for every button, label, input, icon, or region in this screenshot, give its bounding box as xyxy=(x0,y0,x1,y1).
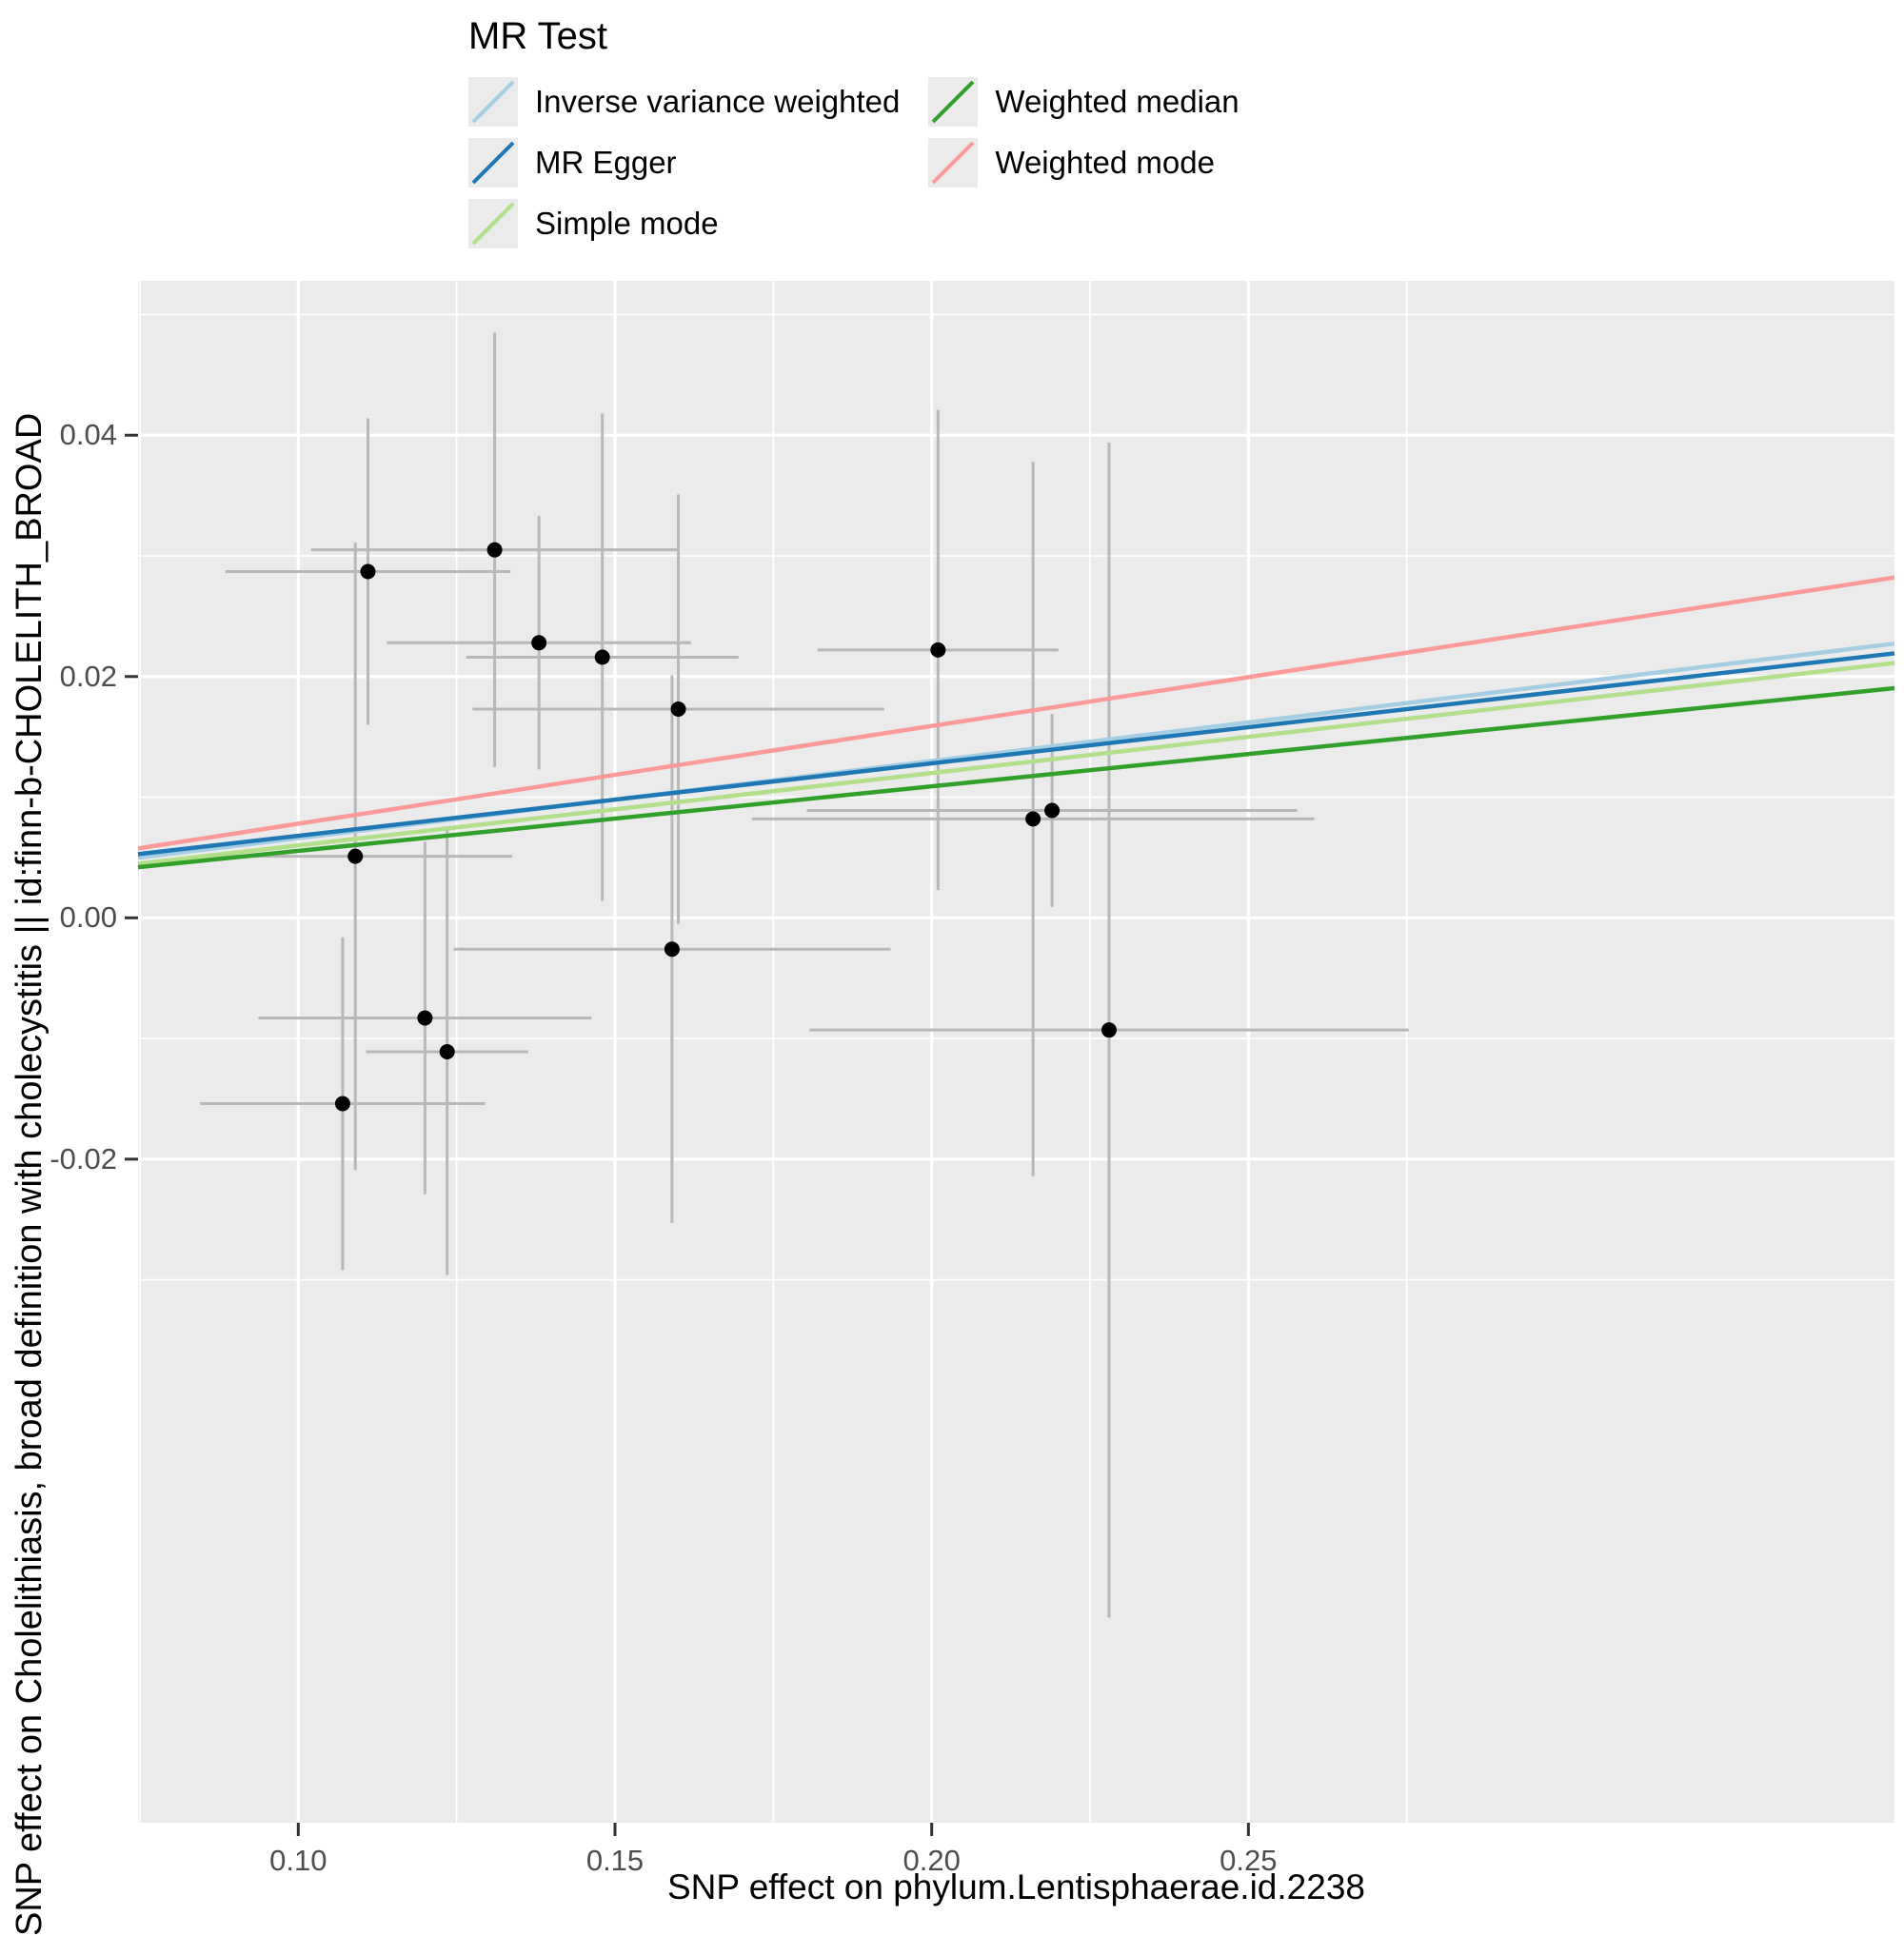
scatter-plot xyxy=(125,281,1895,1836)
x-tick-label: 0.10 xyxy=(269,1844,327,1877)
data-point xyxy=(347,848,364,864)
x-tick-label: 0.20 xyxy=(902,1844,961,1877)
data-point xyxy=(594,649,610,665)
legend-item-weighted-median: Weighted median xyxy=(928,77,1240,127)
x-axis-title: SNP effect on phylum.Lentisphaerae.id.22… xyxy=(667,1867,1365,1906)
legend-column-1: Inverse variance weighted MR Egger Simple … xyxy=(468,77,900,248)
legend-key-line xyxy=(471,80,515,124)
legend-item-simple-mode: Simple mode xyxy=(468,199,900,248)
legend-item-mr-egger: MR Egger xyxy=(468,138,900,188)
legend-key-line xyxy=(471,141,515,185)
legend-key-diagonal-line-icon xyxy=(928,138,979,188)
legend-key-line xyxy=(931,80,975,124)
regression-line-weighted-mode xyxy=(137,575,1895,851)
data-point xyxy=(670,701,686,717)
data-point xyxy=(1025,811,1041,827)
legend-item-inverse-variance-weighted: Inverse variance weighted xyxy=(468,77,900,127)
legend-key-line xyxy=(931,141,975,185)
data-point xyxy=(1101,1022,1117,1038)
regression-line-mr-egger xyxy=(137,651,1895,857)
legend-key-line xyxy=(471,202,515,246)
data-point xyxy=(486,542,503,558)
x-tick-label: 0.25 xyxy=(1220,1844,1278,1877)
legend-key-diagonal-line-icon xyxy=(468,138,518,188)
regression-line-weighted-median xyxy=(137,685,1895,870)
x-tick-label: 0.15 xyxy=(585,1844,645,1877)
y-tick-label: 0.00 xyxy=(59,900,117,935)
legend-column-2: Weighted median Weighted mode xyxy=(928,77,1240,188)
legend: MR Test Inverse variance weighted MR Egge… xyxy=(468,15,1240,248)
data-point xyxy=(417,1010,433,1026)
legend-item-label: Inverse variance weighted xyxy=(535,84,901,119)
legend-item-label: Weighted median xyxy=(995,84,1240,119)
data-point xyxy=(439,1044,455,1059)
legend-key-diagonal-line-icon xyxy=(468,199,518,248)
legend-item-label: Weighted mode xyxy=(995,145,1215,180)
data-point xyxy=(360,563,376,580)
legend-key-diagonal-line-icon xyxy=(468,77,518,127)
legend-key-diagonal-line-icon xyxy=(928,77,979,127)
legend-item-label: Simple mode xyxy=(535,206,719,241)
data-point xyxy=(334,1096,350,1112)
legend-item-weighted-mode: Weighted mode xyxy=(928,138,1239,188)
legend-columns: Inverse variance weighted MR Egger Simple … xyxy=(468,77,1240,248)
y-tick-label: 0.04 xyxy=(59,418,117,452)
data-point xyxy=(531,635,547,651)
data-point xyxy=(930,642,946,658)
y-tick-label: 0.02 xyxy=(59,659,117,693)
legend-item-label: MR Egger xyxy=(535,145,677,180)
data-point xyxy=(664,941,680,958)
legend-title: MR Test xyxy=(468,15,607,57)
regression-line-simple-mode xyxy=(137,661,1895,866)
data-point xyxy=(1044,802,1061,819)
y-tick-label: -0.02 xyxy=(50,1141,117,1175)
